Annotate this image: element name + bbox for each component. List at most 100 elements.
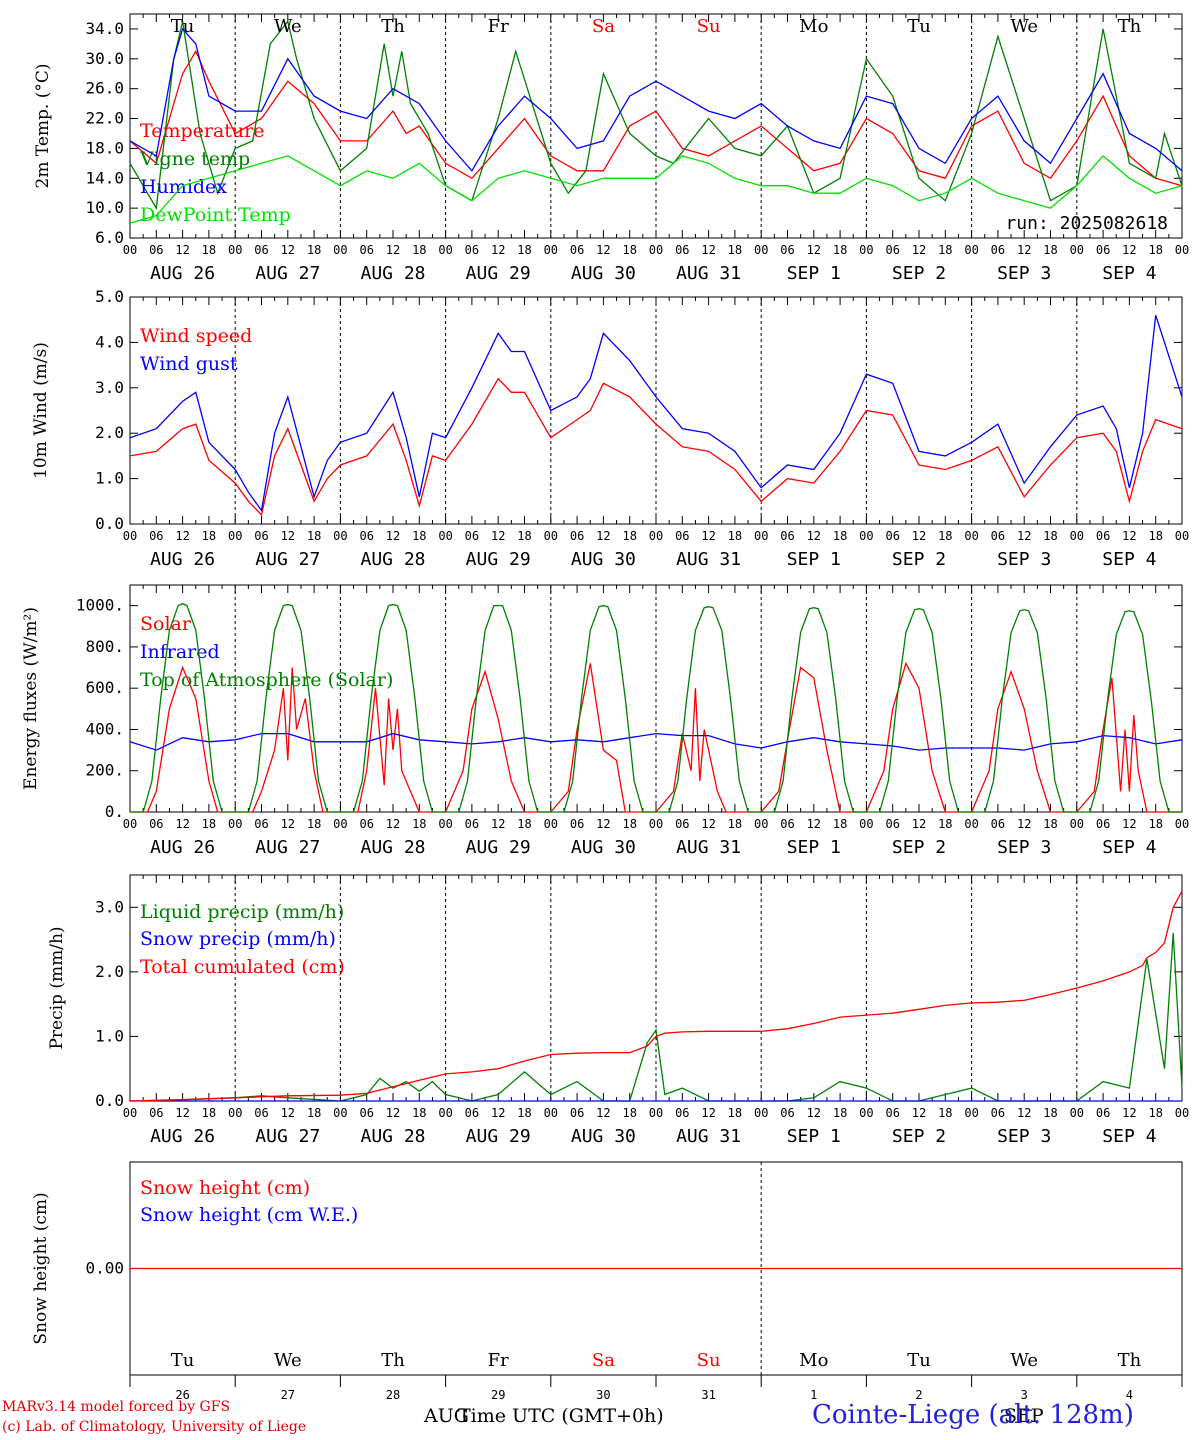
hour-label: 00 (333, 529, 347, 543)
series-line-1 (129, 732, 1183, 751)
hour-label: 06 (254, 1106, 268, 1120)
hour-label: 18 (412, 243, 426, 257)
date-label: AUG 30 (571, 263, 636, 284)
date-label: AUG 27 (255, 263, 320, 284)
hour-label: 12 (1017, 529, 1031, 543)
hour-label: 18 (517, 1106, 531, 1120)
hour-label: 12 (175, 243, 189, 257)
hour-label: 12 (175, 817, 189, 831)
hour-label: 06 (780, 243, 794, 257)
hour-label: 00 (649, 529, 663, 543)
hour-label: 18 (517, 243, 531, 257)
hour-label: 00 (754, 529, 768, 543)
date-label: AUG 31 (676, 1126, 741, 1147)
hour-label: 12 (807, 243, 821, 257)
legend-entry: Vigne temp (139, 148, 250, 170)
y-tick-label: 2.0 (95, 962, 124, 981)
hour-label: 18 (622, 529, 636, 543)
hour-label: 12 (701, 817, 715, 831)
hour-label: 00 (544, 817, 558, 831)
y-tick-label: 5.0 (95, 287, 124, 306)
day-name-label: We (1010, 16, 1038, 37)
hour-label: 00 (649, 817, 663, 831)
hour-label: 18 (307, 1106, 321, 1120)
date-label: AUG 28 (360, 1126, 425, 1147)
legend-entry: Temperature (140, 120, 264, 142)
hour-label: 06 (1096, 817, 1110, 831)
day-number-label: 2 (915, 1388, 922, 1402)
hour-label: 18 (517, 529, 531, 543)
y-tick-label: 800. (85, 637, 124, 656)
hour-label: 18 (728, 1106, 742, 1120)
hour-label: 18 (938, 529, 952, 543)
day-name-label: Mo (799, 1350, 828, 1371)
hour-label: 00 (1175, 1106, 1189, 1120)
hour-label: 00 (544, 1106, 558, 1120)
hour-label: 06 (359, 817, 373, 831)
series-line-2 (130, 602, 1182, 813)
hour-label: 12 (596, 243, 610, 257)
hour-label: 06 (885, 1106, 899, 1120)
day-name-label: Tu (171, 16, 195, 37)
hour-label: 12 (1017, 817, 1031, 831)
hour-label: 18 (202, 529, 216, 543)
day-name-label: Tu (171, 1350, 195, 1371)
hour-label: 18 (1043, 817, 1057, 831)
day-name-label: Th (381, 1350, 405, 1371)
y-tick-label: 1.0 (95, 1026, 124, 1045)
hour-label: 06 (885, 817, 899, 831)
legend-entry: Snow precip (mm/h) (140, 928, 336, 950)
hour-label: 00 (333, 817, 347, 831)
hour-label: 18 (412, 817, 426, 831)
date-label: SEP 4 (1102, 1126, 1156, 1147)
legend-entry: Total cumulated (cm) (140, 956, 345, 978)
y-tick-label: 1000. (76, 596, 124, 615)
hour-label: 00 (438, 529, 452, 543)
day-name-label: Th (381, 16, 405, 37)
hour-label: 18 (728, 529, 742, 543)
hour-label: 12 (701, 1106, 715, 1120)
hour-label: 12 (596, 529, 610, 543)
hour-label: 12 (175, 529, 189, 543)
hour-label: 12 (491, 529, 505, 543)
hour-label: 12 (386, 1106, 400, 1120)
hour-label: 00 (859, 817, 873, 831)
date-label: AUG 26 (150, 1126, 215, 1147)
x-axis-title: Time UTC (GMT+0h) (458, 1405, 664, 1427)
day-name-label: Th (1118, 1350, 1142, 1371)
hour-label: 12 (491, 1106, 505, 1120)
series-line-2 (129, 890, 1183, 1102)
hour-label: 00 (1070, 1106, 1084, 1120)
y-axis-title: 2m Temp. (°C) (33, 63, 53, 188)
hour-label: 12 (1122, 817, 1136, 831)
hour-label: 12 (912, 1106, 926, 1120)
day-number-label: 31 (701, 1388, 715, 1402)
hour-label: 00 (859, 529, 873, 543)
date-label: SEP 4 (1102, 549, 1156, 570)
y-tick-label: 30.0 (85, 49, 124, 68)
hour-label: 12 (912, 243, 926, 257)
y-tick-label: 600. (85, 678, 124, 697)
hour-label: 06 (675, 817, 689, 831)
hour-label: 18 (938, 243, 952, 257)
hour-label: 12 (1017, 1106, 1031, 1120)
date-label: AUG 28 (360, 263, 425, 284)
hour-label: 12 (1122, 529, 1136, 543)
y-tick-label: 0.0 (95, 514, 124, 533)
hour-label: 18 (517, 817, 531, 831)
date-label: AUG 29 (466, 1126, 531, 1147)
hour-label: 18 (202, 243, 216, 257)
y-tick-label: 26.0 (85, 79, 124, 98)
legend-entry: Wind speed (140, 325, 252, 347)
hour-label: 06 (149, 817, 163, 831)
y-tick-label: 2.0 (95, 423, 124, 442)
hour-label: 06 (780, 529, 794, 543)
hour-label: 06 (991, 1106, 1005, 1120)
hour-label: 12 (596, 817, 610, 831)
hour-label: 00 (964, 817, 978, 831)
hour-label: 06 (991, 529, 1005, 543)
legend-entry: Solar (140, 613, 192, 635)
hour-label: 18 (938, 817, 952, 831)
date-label: AUG 29 (466, 837, 531, 858)
hour-label: 00 (859, 243, 873, 257)
